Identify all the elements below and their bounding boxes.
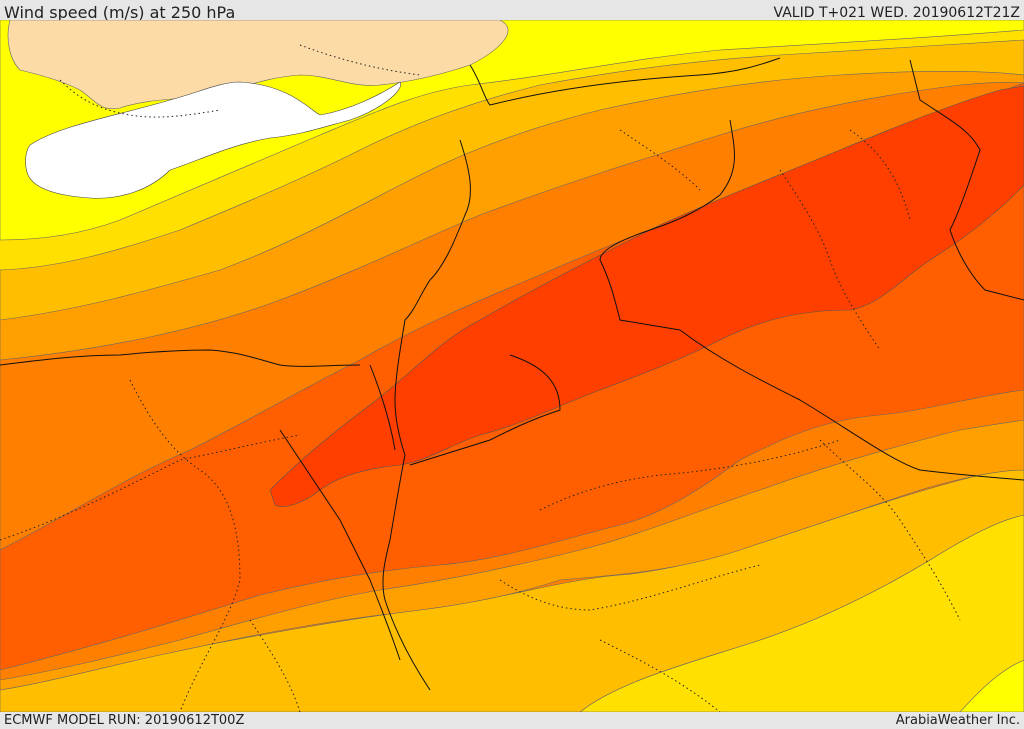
valid-time-label: VALID T+021 WED. 20190612T21Z: [773, 5, 1020, 21]
map-area: [0, 20, 1024, 712]
band-white: [25, 81, 401, 199]
credit-label: ArabiaWeather Inc.: [895, 713, 1020, 728]
coastlines: [0, 57, 1024, 691]
band-orange-lower: [0, 419, 1024, 691]
admin-boundaries: [0, 44, 961, 712]
band-red: [269, 85, 1024, 507]
footer-bar: ECMWF MODEL RUN: 20190612T00Z ArabiaWeat…: [0, 712, 1024, 729]
wind-speed-map: [0, 20, 1024, 712]
map-title: Wind speed (m/s) at 250 hPa: [4, 3, 236, 22]
model-run-label: ECMWF MODEL RUN: 20190612T00Z: [4, 713, 245, 728]
header-bar: Wind speed (m/s) at 250 hPa VALID T+021 …: [0, 0, 1024, 22]
